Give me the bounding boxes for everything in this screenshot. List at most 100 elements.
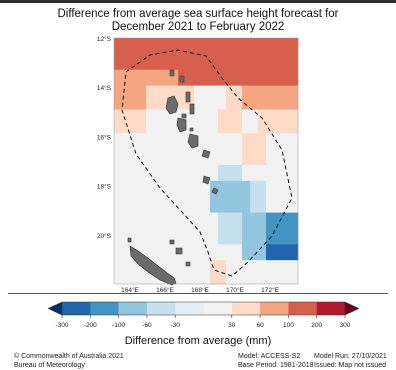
grid-cell bbox=[130, 236, 139, 245]
grid-cell bbox=[258, 172, 267, 182]
grid-cell bbox=[258, 164, 267, 174]
grid-cell bbox=[130, 77, 139, 86]
colorbar-segment bbox=[203, 302, 232, 315]
grid-cell bbox=[258, 38, 267, 47]
grid-cell bbox=[138, 212, 147, 221]
grid-cell bbox=[154, 117, 163, 126]
lon-tick-label: 172°E bbox=[261, 286, 279, 294]
grid-cell bbox=[146, 180, 155, 190]
top-bar bbox=[0, 0, 396, 3]
grid-cell bbox=[282, 260, 291, 269]
grid-cell bbox=[234, 61, 243, 71]
island-tanna bbox=[202, 175, 211, 185]
grid-cell bbox=[274, 69, 283, 78]
grid-cell bbox=[114, 260, 123, 269]
grid-cell bbox=[178, 53, 187, 63]
grid-cell bbox=[218, 69, 227, 78]
grid-cell bbox=[234, 260, 243, 269]
grid-cell bbox=[186, 268, 195, 277]
grid-cell bbox=[138, 196, 147, 205]
grid-cell bbox=[114, 69, 123, 78]
grid-cell bbox=[114, 244, 123, 253]
grid-cell bbox=[162, 109, 171, 118]
grid-cell bbox=[202, 236, 211, 245]
base-period-text: Base Period: 1981-2018 bbox=[238, 362, 314, 369]
grid-cell bbox=[274, 172, 283, 182]
title-line-1: Difference from average sea surface heig… bbox=[57, 8, 339, 20]
grid-cell bbox=[146, 133, 155, 142]
grid-cell bbox=[154, 244, 163, 253]
grid-cell bbox=[178, 236, 187, 245]
grid-cell bbox=[234, 276, 243, 285]
grid-cell bbox=[210, 228, 219, 237]
grid-cell bbox=[146, 141, 155, 150]
grid-cell bbox=[290, 268, 299, 277]
grid-cell bbox=[210, 220, 219, 229]
grid-cell bbox=[146, 276, 155, 285]
grid-cell bbox=[178, 276, 187, 285]
grid-cell bbox=[274, 53, 283, 63]
grid-cell bbox=[218, 236, 227, 245]
grid-cell bbox=[210, 252, 219, 261]
grid-cell bbox=[186, 196, 195, 205]
grid-cell bbox=[138, 61, 147, 71]
grid-cell bbox=[122, 276, 131, 285]
grid-cell bbox=[218, 125, 227, 134]
grid-cell bbox=[194, 236, 203, 245]
grid-cell bbox=[162, 45, 171, 55]
map-title: Difference from average sea surface heig… bbox=[0, 8, 396, 34]
grid-cell bbox=[218, 244, 227, 253]
grid-cell bbox=[130, 93, 139, 102]
grid-cell bbox=[130, 141, 139, 150]
colorbar-tick-label: 100 bbox=[283, 322, 294, 329]
grid-cell bbox=[138, 188, 147, 198]
grid-cell bbox=[250, 93, 259, 102]
grid-cell bbox=[258, 61, 267, 71]
grid-cell bbox=[170, 85, 179, 94]
grid-cell bbox=[210, 196, 219, 205]
grid-cell bbox=[290, 236, 299, 245]
grid-cell bbox=[154, 276, 163, 285]
grid-cell bbox=[218, 180, 227, 190]
lat-tick-label: 20°S bbox=[97, 232, 112, 240]
grid-cell bbox=[202, 260, 211, 269]
grid-cell bbox=[114, 141, 123, 150]
grid-cell bbox=[122, 77, 131, 86]
grid-cell bbox=[274, 260, 283, 269]
grid-cell bbox=[290, 180, 299, 190]
grid-cell bbox=[226, 196, 235, 205]
grid-cell bbox=[234, 180, 243, 190]
grid-cell bbox=[226, 38, 235, 47]
grid-cell bbox=[178, 157, 187, 166]
grid-cell bbox=[250, 117, 259, 126]
grid-cell bbox=[178, 38, 187, 47]
grid-cell bbox=[170, 172, 179, 182]
grid-cell bbox=[266, 109, 275, 118]
grid-cell bbox=[154, 196, 163, 205]
grid-cell bbox=[226, 69, 235, 78]
title-line-2: December 2021 to February 2022 bbox=[111, 21, 285, 33]
grid-cell bbox=[138, 77, 147, 86]
colorbar-tick-label: -60 bbox=[142, 322, 152, 329]
grid-cell bbox=[226, 204, 235, 213]
grid-cell bbox=[122, 133, 131, 142]
grid-cell bbox=[178, 180, 187, 190]
grid-cell bbox=[290, 220, 299, 229]
grid-cell bbox=[218, 93, 227, 102]
grid-cell bbox=[146, 101, 155, 110]
grid-cell bbox=[146, 204, 155, 213]
grid-cell bbox=[258, 101, 267, 110]
grid-cell bbox=[194, 109, 203, 118]
grid-cell bbox=[194, 196, 203, 205]
grid-cell bbox=[282, 125, 291, 134]
grid-cell bbox=[250, 149, 259, 158]
grid-cell bbox=[122, 252, 131, 261]
grid-cell bbox=[114, 188, 123, 198]
grid-cell bbox=[130, 212, 139, 221]
grid-cell bbox=[218, 85, 227, 94]
grid-cell bbox=[266, 125, 275, 134]
grid-cell bbox=[234, 125, 243, 134]
grid-cell bbox=[218, 133, 227, 142]
grid-cell bbox=[274, 180, 283, 190]
grid-cell bbox=[290, 196, 299, 205]
